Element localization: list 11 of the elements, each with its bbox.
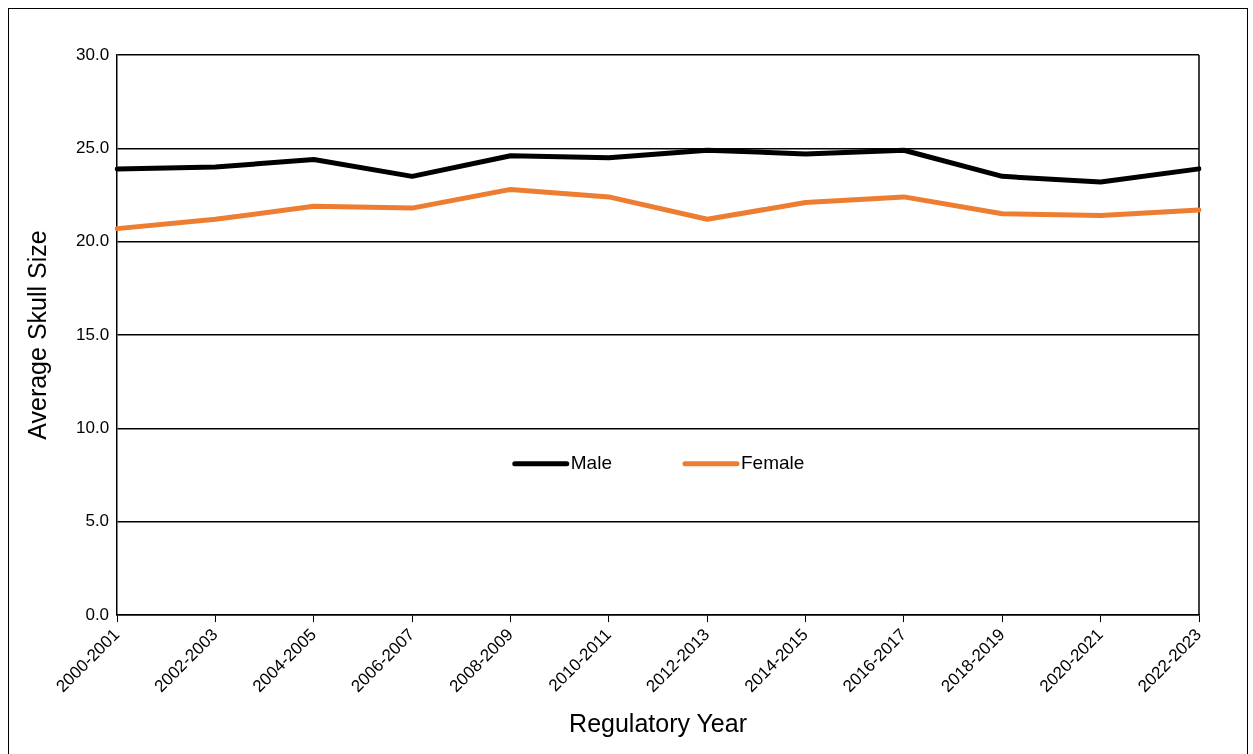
y-tick-label: 20.0: [75, 231, 110, 251]
x-axis-title: Regulatory Year: [569, 708, 747, 737]
y-tick-label: 0.0: [85, 604, 110, 624]
legend-label: Male: [570, 452, 612, 474]
y-tick-label: 30.0: [75, 44, 110, 64]
y-tick-label: 5.0: [85, 511, 110, 531]
y-axis-title: Average Skull Size: [22, 230, 51, 440]
y-tick-label: 25.0: [75, 138, 110, 158]
legend-label: Female: [740, 452, 805, 474]
y-tick-label: 10.0: [75, 418, 110, 438]
y-tick-label: 15.0: [75, 324, 110, 344]
